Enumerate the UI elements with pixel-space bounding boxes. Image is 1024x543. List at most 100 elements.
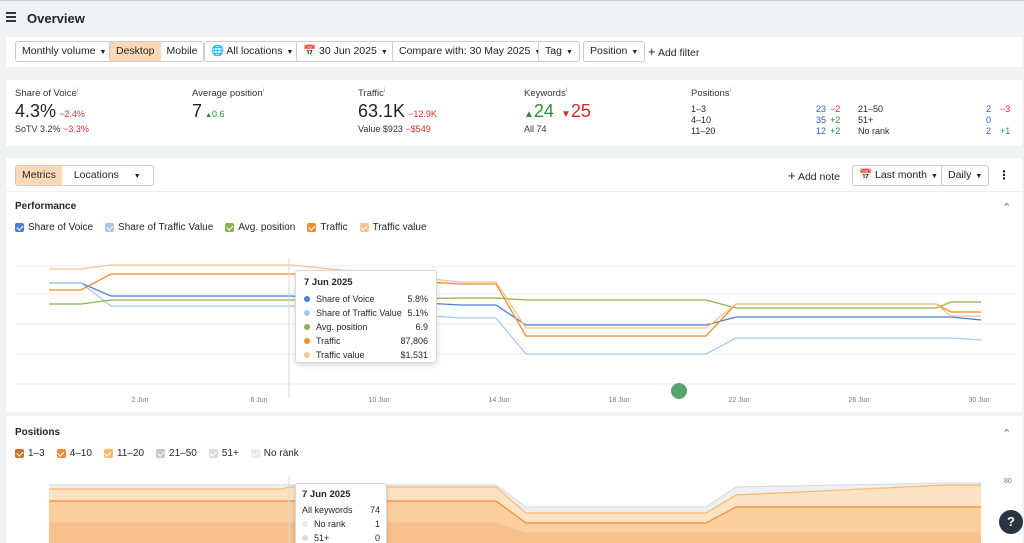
legend-label: No rank [263, 448, 299, 459]
metrics-tab[interactable]: Metrics [16, 166, 62, 185]
positions-row-delta: +2 [830, 126, 841, 136]
info-icon[interactable]: i [729, 88, 731, 94]
add-filter-button[interactable]: + Add filter [648, 44, 700, 59]
plus-icon: + [648, 44, 656, 59]
positions-legend-item[interactable]: 1–3 [15, 448, 45, 459]
legend-label: Traffic [320, 222, 348, 233]
divider [6, 191, 1022, 192]
positions-row-value: 35 [816, 115, 827, 125]
positions-row: 11–20 [691, 126, 716, 136]
performance-chart[interactable]: 2 Jun 6 Jun 10 Jun 14 Jun 18 Jun 22 Jun 26 Jun… [6, 238, 1022, 412]
calendar-icon: 📅 [859, 169, 873, 181]
info-icon[interactable]: i [383, 88, 386, 94]
period-dropdown[interactable]: 📅 Last month ▼ [852, 165, 945, 186]
positions-legend-item[interactable]: 21–50 [156, 448, 197, 459]
tooltip-title: 7 Jun 2025 [304, 277, 353, 288]
series-line [49, 484, 981, 514]
menu-icon[interactable] [6, 12, 16, 22]
legend-label: 4–10 [69, 448, 92, 459]
arrow-up-icon: ▲ [205, 112, 213, 119]
checkbox-icon[interactable] [156, 449, 166, 458]
checkbox-icon[interactable] [359, 223, 369, 232]
more-options-icon[interactable]: ⋮ [998, 168, 1010, 182]
positions-row-value: 23 [816, 104, 827, 114]
tooltip-row-name: 51+ [314, 533, 330, 543]
tooltip-title: 7 Jun 2025 [302, 489, 351, 500]
add-note-button[interactable]: + Add note [788, 168, 840, 183]
series-dot-icon [302, 535, 308, 541]
position-dropdown[interactable]: Position ▼ [583, 41, 646, 62]
checkbox-icon[interactable] [208, 449, 218, 458]
x-axis-tick-label: 26 Jun [848, 397, 869, 404]
filter-bar: Monthly volume ▼ Desktop Mobile 🌐 All loc… [6, 37, 1022, 67]
positions-row: 4–10 [691, 115, 712, 125]
compare-dropdown[interactable]: Compare with: 30 May 2025▼ [392, 41, 549, 62]
positions-chart[interactable] [6, 471, 1022, 543]
locations-dropdown[interactable]: 🌐 All locations ▼ [204, 41, 301, 62]
x-axis-tick-label: 10 Jun [368, 397, 389, 404]
info-icon[interactable]: i [565, 88, 568, 94]
volume-dropdown[interactable]: Monthly volume ▼ [15, 41, 114, 62]
checkbox-icon[interactable] [105, 223, 115, 232]
desktop-button[interactable]: Desktop [110, 42, 161, 61]
keywords-stat: Keywordsi ▲24 ▼25 All 74 [524, 88, 591, 134]
positions-legend-item[interactable]: No rank [250, 448, 299, 459]
performance-legend-item[interactable]: Traffic value [359, 222, 427, 233]
series-dot-icon [304, 324, 310, 330]
checkbox-icon[interactable] [15, 223, 24, 232]
chevron-down-icon: ▼ [930, 173, 938, 180]
help-button[interactable]: ? [999, 510, 1023, 534]
info-icon[interactable]: i [76, 88, 79, 94]
positions-tooltip: 7 Jun 2025 All keywords 74 No rank 1 51+ 0 [295, 483, 387, 543]
chevron-down-icon: ▼ [975, 173, 983, 180]
positions-legend-item[interactable]: 4–10 [56, 448, 92, 459]
legend-label: Traffic value [372, 222, 427, 233]
checkbox-icon[interactable] [56, 449, 66, 458]
tooltip-row-name: Share of Voice [316, 294, 375, 304]
x-axis-tick-label: 22 Jun [728, 397, 749, 404]
interval-dropdown[interactable]: Daily ▼ [941, 165, 990, 186]
collapse-icon[interactable]: ⌃ [1002, 202, 1012, 214]
performance-legend-item[interactable]: Share of Voice [15, 222, 93, 233]
tooltip-row: Avg. position 6.9 [304, 320, 428, 334]
annotation-marker-icon[interactable] [671, 383, 687, 399]
globe-icon: 🌐 [211, 45, 225, 57]
positions-row: No rank [858, 126, 890, 136]
performance-legend-item[interactable]: Share of Traffic Value [105, 222, 213, 233]
checkbox-icon[interactable] [250, 449, 260, 458]
positions-panel: Positions ⌃ 1–3 4–10 11–20 21–50 51+ No rank … [6, 416, 1022, 543]
positions-row: 51+ [858, 115, 874, 125]
performance-legend-item[interactable]: Traffic [307, 222, 348, 233]
performance-title: Performance [15, 201, 77, 212]
checkbox-icon[interactable] [307, 223, 317, 232]
tooltip-row: Share of Traffic Value 5.1% [304, 306, 428, 320]
tooltip-row-value: 74 [369, 505, 380, 515]
checkbox-icon[interactable] [225, 223, 235, 232]
positions-row: 1–3 [691, 104, 707, 114]
performance-legend: Share of Voice Share of Traffic Value Avg.… [15, 222, 427, 233]
arrow-up-icon: ▲ [524, 109, 534, 120]
collapse-icon[interactable]: ⌃ [1002, 428, 1012, 440]
legend-label: 51+ [221, 448, 239, 459]
plus-icon: + [788, 168, 796, 183]
tooltip-row: No rank 1 [302, 517, 380, 531]
checkbox-icon[interactable] [15, 449, 24, 458]
checkbox-icon[interactable] [103, 449, 113, 458]
tooltip-row-value: 6.9 [415, 322, 428, 332]
performance-legend-item[interactable]: Avg. position [225, 222, 295, 233]
traffic-stat: Traffici 63.1K −12.9K Value $923 −$549 [358, 88, 437, 134]
info-icon[interactable]: i [262, 88, 264, 94]
date-picker[interactable]: 📅 30 Jun 2025 ▼ [296, 41, 395, 62]
chevron-down-icon: ▼ [534, 49, 541, 56]
tag-dropdown[interactable]: Tag ▼ [538, 41, 580, 62]
positions-legend: 1–3 4–10 11–20 21–50 51+ No rank [15, 448, 299, 459]
positions-legend-item[interactable]: 51+ [208, 448, 239, 459]
calendar-icon: 📅 [303, 45, 317, 57]
positions-legend-item[interactable]: 11–20 [103, 448, 144, 459]
series-dot-icon [304, 338, 310, 344]
tooltip-row-name: No rank [314, 519, 346, 529]
locations-tab[interactable]: Locations ▼ [62, 166, 153, 185]
mobile-button[interactable]: Mobile [166, 45, 198, 57]
tooltip-row-value: $1,531 [400, 350, 428, 360]
stacked-area [49, 523, 981, 543]
